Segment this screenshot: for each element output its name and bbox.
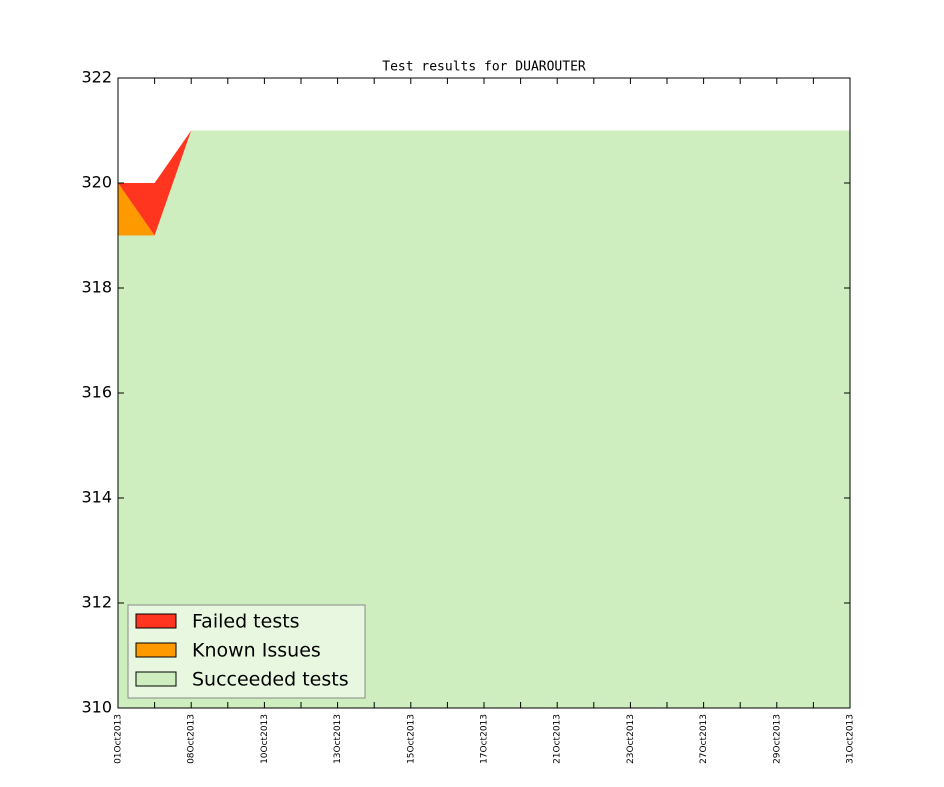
y-tick-label: 322 xyxy=(81,68,112,87)
x-tick-label: 13Oct2013 xyxy=(333,714,343,764)
legend-swatch xyxy=(135,671,177,687)
legend-label: Succeeded tests xyxy=(192,669,349,691)
x-tick-label: 27Oct2013 xyxy=(699,714,709,764)
y-tick-label: 312 xyxy=(81,593,112,612)
y-tick-label: 316 xyxy=(81,383,112,402)
y-tick-label: 320 xyxy=(81,173,112,192)
x-tick-label: 23Oct2013 xyxy=(626,714,636,764)
legend-label: Failed tests xyxy=(192,611,300,633)
x-tick-label: 29Oct2013 xyxy=(772,714,782,764)
legend-label: Known Issues xyxy=(192,640,321,662)
legend-swatch xyxy=(135,642,177,658)
x-tick-label: 15Oct2013 xyxy=(406,714,416,764)
x-tick-label: 21Oct2013 xyxy=(553,714,563,764)
chart-title: Test results for DUAROUTER xyxy=(382,60,586,75)
y-tick-label: 314 xyxy=(81,488,112,507)
x-tick-label: 08Oct2013 xyxy=(187,714,197,764)
legend-swatch xyxy=(135,613,177,629)
x-tick-label: 10Oct2013 xyxy=(260,714,270,764)
x-tick-label: 01Oct2013 xyxy=(114,714,124,764)
y-tick-label: 310 xyxy=(81,698,112,717)
area xyxy=(118,130,850,708)
x-tick-label: 17Oct2013 xyxy=(480,714,490,764)
y-tick-label: 318 xyxy=(81,278,112,297)
x-tick-label: 31Oct2013 xyxy=(846,714,856,764)
